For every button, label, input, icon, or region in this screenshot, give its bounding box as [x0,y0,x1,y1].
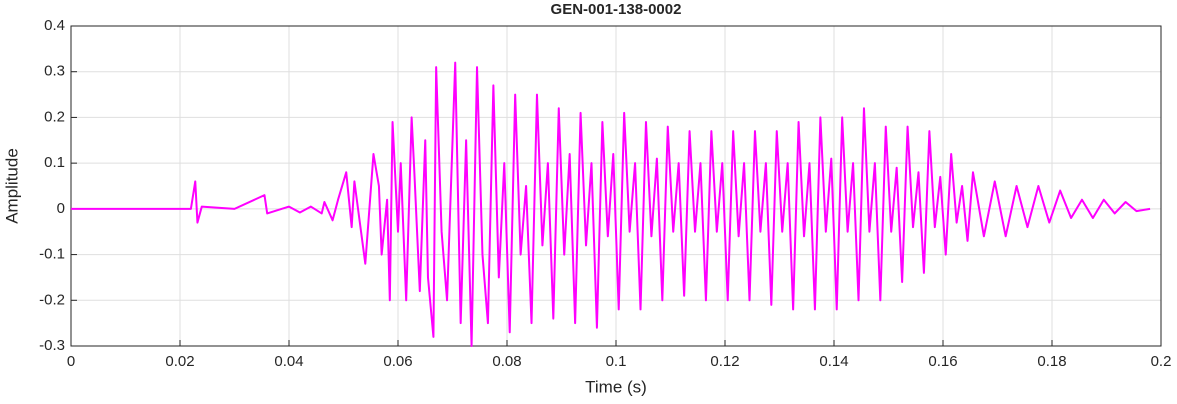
x-tick-label: 0.14 [819,353,848,370]
y-tick-label: -0.1 [39,246,65,263]
x-tick-label: 0.2 [1151,353,1172,370]
x-tick-label: 0.12 [710,353,739,370]
chart-title: GEN-001-138-0002 [551,1,682,18]
waveform-line [71,61,1151,347]
y-tick-label: -0.3 [39,337,65,354]
y-tick-label: 0.4 [44,17,65,34]
x-tick-label: 0.06 [383,353,412,370]
x-tick-label: 0.1 [606,353,627,370]
x-tick-label: 0.18 [1037,353,1066,370]
x-tick-label: 0.02 [165,353,194,370]
x-tick-label: 0.04 [274,353,303,370]
x-tick-label: 0 [67,353,75,370]
y-tick-label: 0 [57,200,65,217]
y-tick-label: 0.3 [44,63,65,80]
x-axis-label: Time (s) [585,377,647,396]
x-tick-label: 0.08 [492,353,521,370]
y-axis-label: Amplitude [2,148,21,224]
y-tick-label: 0.2 [44,108,65,125]
plot-frame [70,25,1162,347]
y-tick-label: 0.1 [44,154,65,171]
x-tick-label: 0.16 [928,353,957,370]
y-tick-label: -0.2 [39,291,65,308]
